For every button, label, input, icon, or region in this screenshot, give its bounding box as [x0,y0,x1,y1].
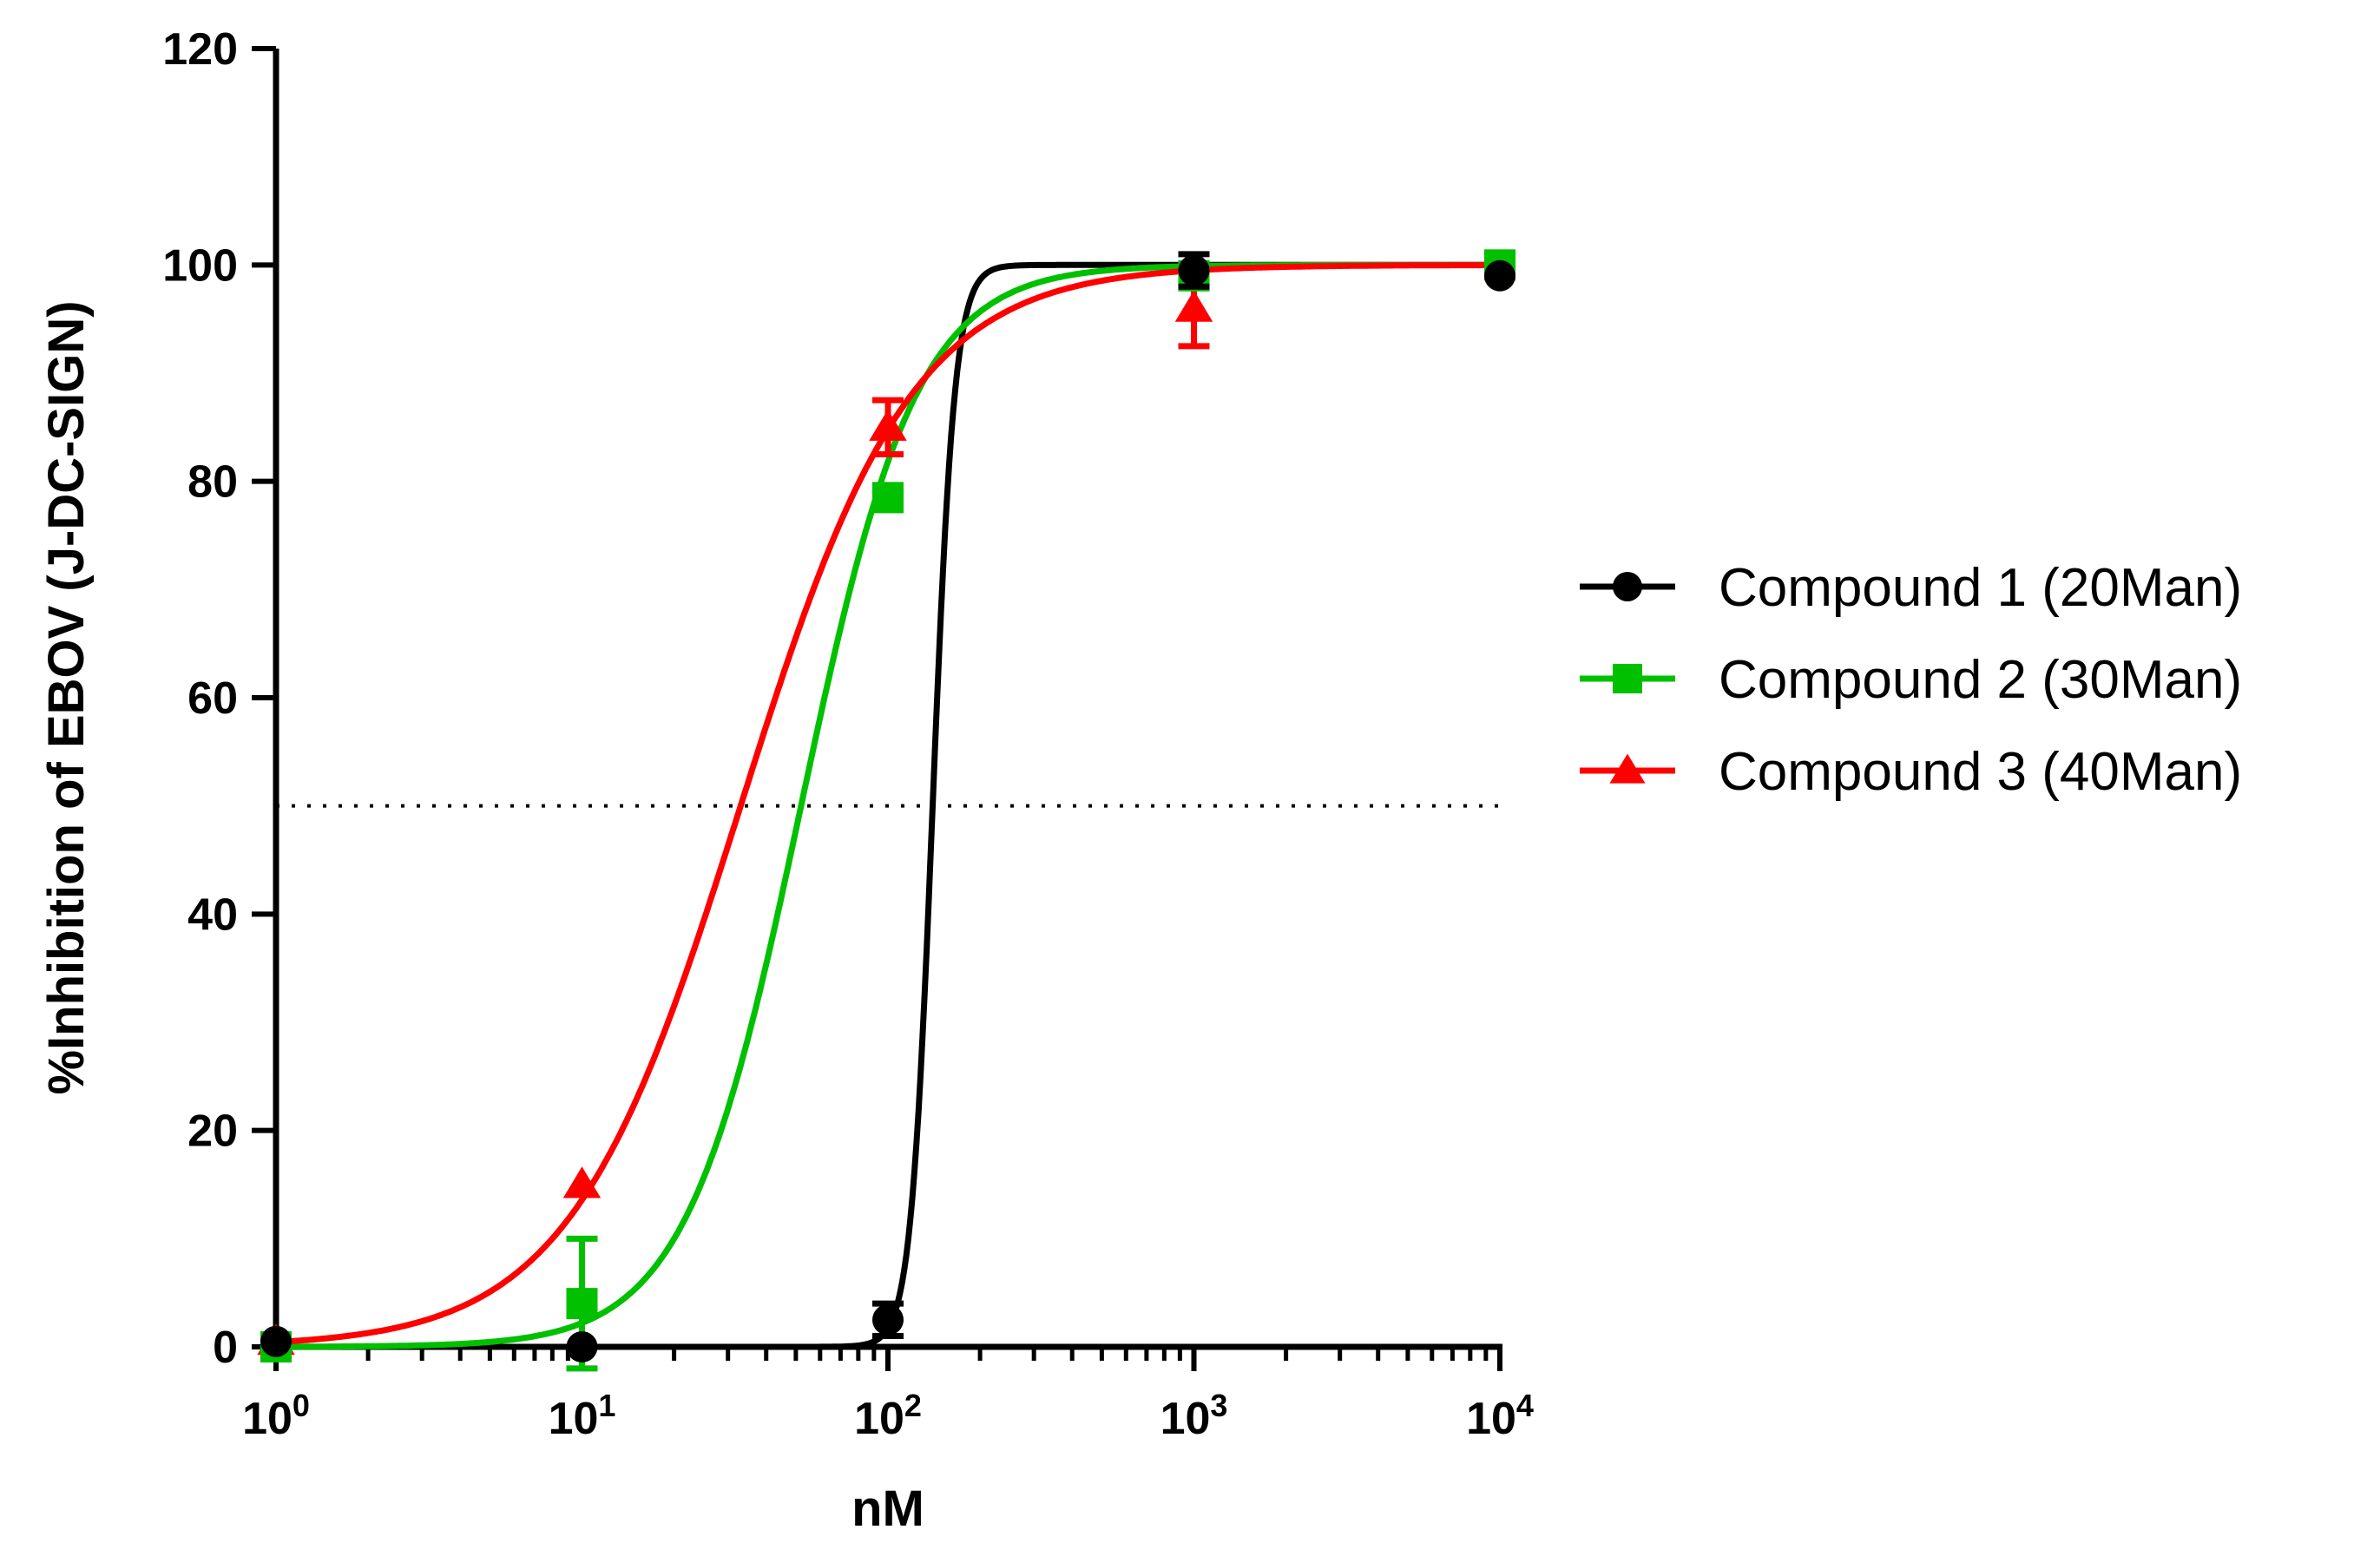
data-point-circle [566,1331,598,1362]
y-tick-label: 20 [187,1106,238,1157]
legend-entry-1: Compound 1 (20Man) [1580,558,2242,618]
y-axis-title: %Inhibition of EBOV (J-DC-SIGN) [38,300,95,1094]
data-points [257,249,1515,1372]
legend-marker-triangle [1609,753,1646,784]
x-tick-label: 100 [242,1388,310,1444]
y-tick-label: 80 [187,457,238,508]
legend-marker-circle [1613,572,1642,601]
legend-entry-3: Compound 3 (40Man) [1580,742,2242,802]
data-point-circle [1484,259,1515,292]
legend-entry-2: Compound 2 (30Man) [1580,650,2242,710]
x-tick-label: 102 [854,1388,922,1444]
data-point-circle [260,1325,292,1357]
y-tick-label: 40 [187,890,238,940]
x-tick-label: 104 [1466,1388,1534,1444]
legend: Compound 1 (20Man) Compound 2 (30Man) Comp… [1580,558,2242,802]
legend-label: Compound 3 (40Man) [1719,742,2242,802]
y-tick-label: 60 [187,673,238,724]
data-point-triangle [869,409,907,441]
legend-label: Compound 2 (30Man) [1719,650,2242,710]
y-tick-label: 100 [162,240,238,291]
x-ticks: 100 101 102 103 104 [242,1347,1534,1444]
x-axis-title: nM [851,1480,924,1537]
legend-marker-square [1613,664,1642,693]
axes [273,49,1502,1350]
y-tick-label: 120 [162,24,238,75]
data-point-square [872,482,904,514]
data-point-circle [872,1303,904,1336]
y-tick-label: 0 [213,1323,238,1373]
x-tick-label: 103 [1160,1388,1228,1444]
data-point-square [566,1288,598,1320]
data-point-triangle [562,1166,602,1198]
data-point-triangle [1174,290,1213,322]
y-ticks: 0 20 40 60 80 100 120 [162,24,276,1373]
legend-label: Compound 1 (20Man) [1719,558,2242,618]
x-tick-label: 101 [549,1388,616,1444]
data-point-circle [1178,254,1210,286]
